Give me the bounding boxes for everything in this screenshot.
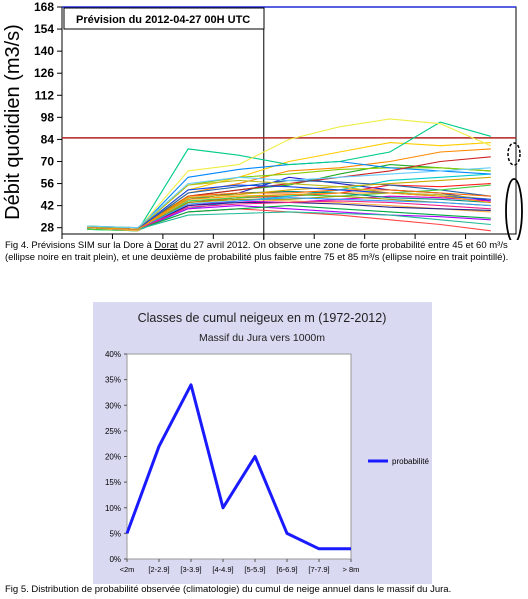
forecast-series-line [87, 211, 491, 230]
x-tick-label: [4-4.9] [212, 565, 233, 574]
y-tick-label: 20% [105, 453, 121, 462]
y-tick-label: 25% [105, 427, 121, 436]
forecast-y-axis: 28 42 56 70 84 98 112 126 140 154 168 [34, 0, 62, 235]
snow-y-axis: 0% 5% 10% 15% 20% 25% 30% 35% 40% [105, 350, 127, 564]
low-probability-ellipse [507, 142, 521, 166]
y-tick-label: 35% [105, 376, 121, 385]
snow-chart-title: Classes de cumul neigeux en m (1972-2012… [138, 311, 387, 325]
forecast-series-line [87, 179, 491, 230]
forecast-series-line [87, 200, 491, 230]
forecast-series-line [87, 197, 491, 230]
forecast-title-box [63, 7, 265, 30]
y-tick-label: 5% [109, 529, 121, 538]
x-tick-label: [2-2.9] [148, 565, 169, 574]
y-tick-label: 56 [41, 177, 55, 191]
forecast-title: Prévision du 2012-04-27 00H UTC [76, 14, 250, 26]
y-tick-label: 140 [34, 44, 54, 58]
y-tick-label: 98 [41, 110, 55, 124]
probability-series-line [125, 383, 351, 551]
y-tick-label: 10% [105, 504, 121, 513]
forecast-series-line [87, 121, 491, 232]
high-probability-ellipse [505, 178, 523, 240]
x-tick-label: [3-3.9] [180, 565, 201, 574]
y-tick-label: 28 [41, 221, 55, 235]
figure-5-caption: Fig 5. Distribution de probabilité obser… [5, 584, 452, 595]
forecast-series-line [87, 167, 491, 229]
y-tick-label: 168 [34, 0, 54, 14]
forecast-series-group [87, 118, 492, 232]
snow-series-group [125, 383, 351, 551]
y-tick-label: 0% [109, 555, 121, 564]
y-tick-label: 70 [41, 154, 55, 168]
x-tick-label: [6-6.9] [276, 565, 297, 574]
snow-chart-subtitle: Massif du Jura vers 1000m [199, 332, 325, 344]
figure-4-caption: Fig 4. Prévisions SIM sur la Dore à Dora… [5, 240, 509, 263]
snow-x-axis: <2m [2-2.9] [3-3.9] [4-4.9] [5-5.9] [6-6.9] [7… [120, 559, 360, 574]
y-tick-label: 84 [41, 132, 55, 146]
snow-legend: probabilité [368, 457, 429, 466]
x-tick-label: [5-5.9] [244, 565, 265, 574]
y-tick-label: 154 [34, 22, 54, 36]
y-tick-label: 112 [35, 88, 55, 102]
legend-label: probabilité [392, 457, 429, 466]
forecast-series-line [87, 205, 491, 230]
y-tick-label: 42 [41, 199, 55, 213]
x-tick-label: > 8m [343, 565, 360, 574]
forecast-series-line [87, 192, 491, 230]
forecast-series-line [87, 118, 492, 230]
x-tick-label: [7-7.9] [308, 565, 329, 574]
forecast-reference-lines [62, 6, 516, 139]
snow-plot-area [126, 353, 352, 560]
y-tick-label: 15% [105, 478, 121, 487]
snow-chart: Classes de cumul neigeux en m (1972-2012… [93, 302, 432, 584]
y-tick-label: 30% [105, 401, 121, 410]
forecast-y-label: Débit quotidien (m3/s) [2, 24, 24, 220]
y-tick-label: 126 [34, 66, 54, 80]
x-tick-label: <2m [120, 565, 135, 574]
y-tick-label: 40% [105, 350, 121, 359]
